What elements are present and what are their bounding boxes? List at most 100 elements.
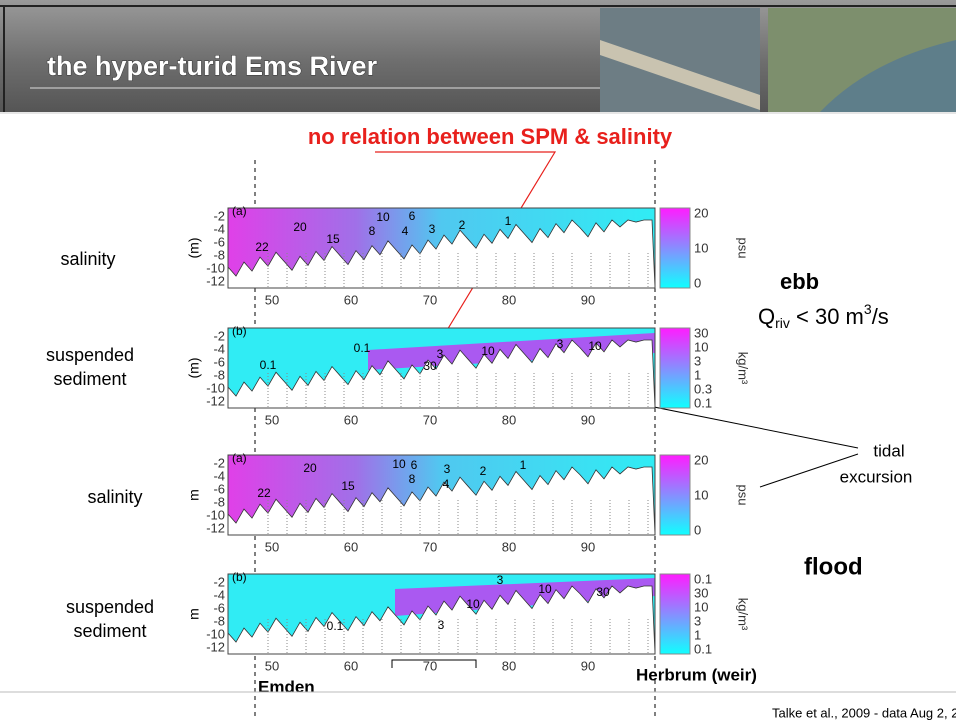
panel-tag: (a) <box>232 204 247 218</box>
x-tick-label: 90 <box>581 412 595 427</box>
x-tick-label: 70 <box>423 412 437 427</box>
contour-label: 3 <box>557 337 564 351</box>
panels: (a)(m)-2-4-6-8-10-1250607080902022151086… <box>46 204 751 673</box>
y-axis-label: (m) <box>186 238 202 259</box>
colorbar-tick: 0.1 <box>694 395 712 410</box>
colorbar-tick: 3 <box>694 613 701 628</box>
y-tick-label: -12 <box>206 393 225 408</box>
x-tick-label: 60 <box>344 539 358 554</box>
colorbar <box>660 208 690 288</box>
panel-label: salinity <box>87 487 142 507</box>
contour-label: 10 <box>376 210 390 224</box>
y-tick-label: -12 <box>206 639 225 654</box>
flood-label: flood <box>804 553 863 580</box>
x-tick-label: 80 <box>502 658 516 673</box>
contour-label: 10 <box>481 344 495 358</box>
colorbar-tick: 20 <box>694 452 708 467</box>
contour-label: 1 <box>505 214 512 228</box>
contour-label: 6 <box>411 458 418 472</box>
q: Q <box>758 304 775 329</box>
x-tick-label: 50 <box>265 292 279 307</box>
contour-label: 0.1 <box>327 619 344 633</box>
citation: Talke et al., 2009 - data Aug 2, 2006 <box>772 705 956 720</box>
x-tick-label: 60 <box>344 658 358 673</box>
x-tick-label: 50 <box>265 539 279 554</box>
emden-label: Emden <box>258 677 315 696</box>
x-tick-label: 50 <box>265 658 279 673</box>
x-tick-label: 50 <box>265 412 279 427</box>
y-tick-label: -12 <box>206 273 225 288</box>
colorbar-tick: 1 <box>694 367 701 382</box>
x-tick-label: 80 <box>502 412 516 427</box>
ebb-label: ebb <box>780 269 819 294</box>
herbrum-label: Herbrum (weir) <box>636 665 757 684</box>
x-tick-label: 60 <box>344 412 358 427</box>
contour-label: 20 <box>303 461 317 475</box>
annotation: no relation between SPM & salinity <box>308 124 673 149</box>
y-axis-label: m <box>186 608 202 620</box>
colorbar-tick: 3 <box>694 353 701 368</box>
title: the hyper-turid Ems River <box>47 51 378 81</box>
x-tick-label: 90 <box>581 539 595 554</box>
colorbar-tick: 30 <box>694 585 708 600</box>
panel-label: salinity <box>60 249 115 269</box>
colorbar-unit: psu <box>736 238 751 259</box>
x-tick-label: 70 <box>423 658 437 673</box>
panel-label: sediment <box>73 621 146 641</box>
contour-label: 0.1 <box>354 341 371 355</box>
contour-label: 15 <box>326 232 340 246</box>
contour-label: 10 <box>466 597 480 611</box>
q-sup: 3 <box>864 301 872 317</box>
colorbar-tick: 1 <box>694 627 701 642</box>
contour-label: 8 <box>409 472 416 486</box>
contour-label: 3 <box>438 618 445 632</box>
contour-label: 4 <box>443 477 450 491</box>
panel-tag: (b) <box>232 570 247 584</box>
page: the hyper-turid Ems River no relation be… <box>0 0 956 724</box>
colorbar-tick: 10 <box>694 240 708 255</box>
panel-label: suspended <box>66 597 154 617</box>
x-tick-label: 80 <box>502 292 516 307</box>
colorbar-tick: 0 <box>694 522 701 537</box>
contour-label: 3 <box>497 573 504 587</box>
colorbar-unit: psu <box>736 485 751 506</box>
contour-label: 20 <box>293 220 307 234</box>
q-end: /s <box>872 304 889 329</box>
contour-label: 2 <box>480 464 487 478</box>
excursion-label: tidal <box>873 441 904 460</box>
contour-label: 22 <box>257 486 271 500</box>
panel-tag: (a) <box>232 451 247 465</box>
colorbar-tick: 0.3 <box>694 381 712 396</box>
contour-label: 10 <box>538 582 552 596</box>
contour-label: 10 <box>588 339 602 353</box>
colorbar-tick: 10 <box>694 487 708 502</box>
contour-label: 30 <box>596 585 610 599</box>
contour-label: 0.1 <box>260 358 277 372</box>
colorbar-tick: 0 <box>694 275 701 290</box>
contour-label: 3 <box>444 462 451 476</box>
x-tick-label: 70 <box>423 539 437 554</box>
x-tick-label: 80 <box>502 539 516 554</box>
contour-label: 3 <box>437 347 444 361</box>
q-text: < 30 m <box>790 304 864 329</box>
contour-label: 1 <box>520 458 527 472</box>
colorbar-tick: 10 <box>694 339 708 354</box>
slide: the hyper-turid Ems River no relation be… <box>0 0 956 724</box>
colorbar <box>660 455 690 535</box>
discharge: Qriv < 30 m3/s <box>758 301 889 331</box>
x-tick-label: 90 <box>581 658 595 673</box>
y-axis-label: m <box>186 489 202 501</box>
colorbar-tick: 20 <box>694 205 708 220</box>
y-tick-label: -12 <box>206 520 225 535</box>
excursion-label: excursion <box>840 467 913 486</box>
panel-label: suspended <box>46 345 134 365</box>
contour-label: 4 <box>402 224 409 238</box>
x-tick-label: 60 <box>344 292 358 307</box>
contour-label: 3 <box>429 222 436 236</box>
x-tick-label: 70 <box>423 292 437 307</box>
panel-tag: (b) <box>232 324 247 338</box>
colorbar-unit: kg/m³ <box>736 598 751 631</box>
contour-label: 15 <box>341 479 355 493</box>
panel-label: sediment <box>53 369 126 389</box>
contour-label: 30 <box>423 359 437 373</box>
